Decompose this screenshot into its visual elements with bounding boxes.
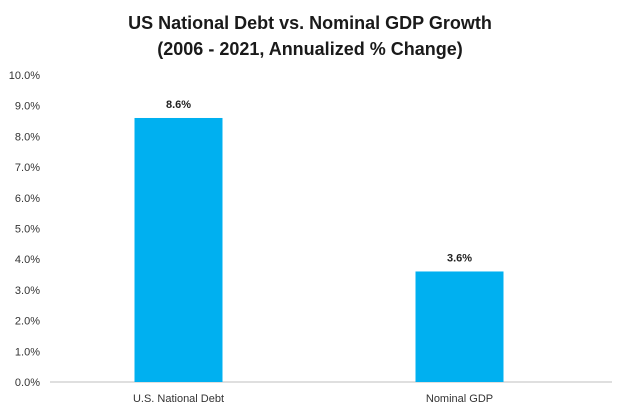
y-tick-label: 7.0% [15, 162, 40, 174]
y-tick-label: 6.0% [15, 193, 40, 205]
chart-title: US National Debt vs. Nominal GDP Growth [128, 13, 492, 33]
x-category-label: U.S. National Debt [133, 393, 224, 405]
y-tick-label: 2.0% [15, 316, 40, 328]
bar [415, 271, 504, 382]
y-tick-label: 3.0% [15, 285, 40, 297]
y-tick-label: 8.0% [15, 131, 40, 143]
chart-title-block: US National Debt vs. Nominal GDP Growth … [0, 10, 620, 62]
x-category-label: Nominal GDP [426, 393, 493, 405]
y-tick-label: 9.0% [15, 101, 40, 113]
data-label: 3.6% [447, 252, 472, 264]
y-tick-label: 1.0% [15, 346, 40, 358]
y-tick-label: 5.0% [15, 224, 40, 236]
chart-subtitle: (2006 - 2021, Annualized % Change) [157, 39, 463, 59]
y-tick-label: 0.0% [15, 377, 40, 389]
bar [134, 117, 223, 382]
y-tick-label: 10.0% [9, 70, 40, 82]
data-label: 8.6% [166, 99, 191, 111]
y-tick-label: 4.0% [15, 254, 40, 266]
